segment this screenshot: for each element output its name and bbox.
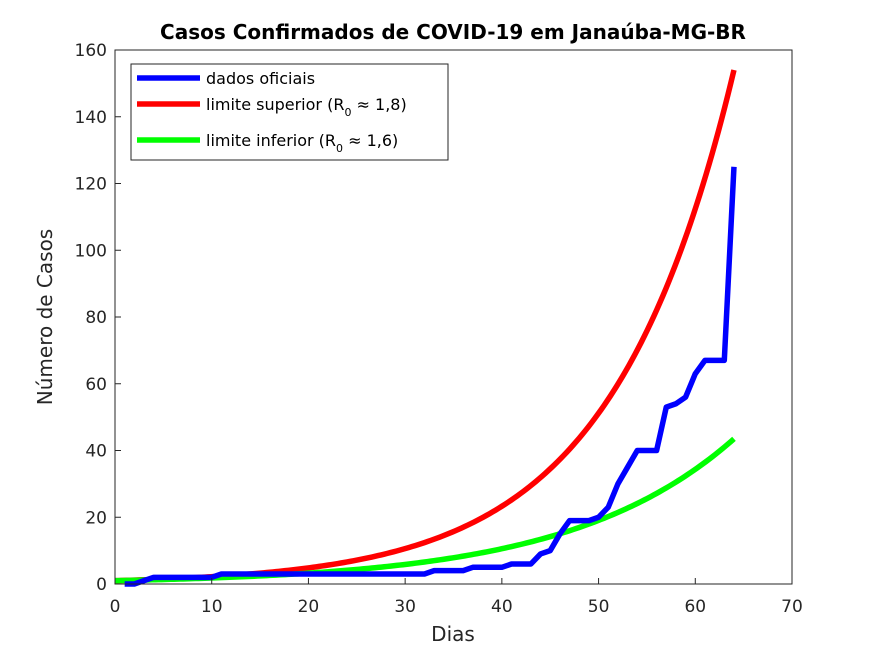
x-tick-label: 50 <box>588 597 610 617</box>
x-tick-label: 30 <box>394 597 416 617</box>
x-tick-label: 0 <box>110 597 121 617</box>
legend-name: limite inferior <box>206 131 314 150</box>
x-tick-label: 20 <box>298 597 320 617</box>
legend-name-subscript: 0 <box>336 142 343 155</box>
legend-name: dados oficiais <box>206 69 315 88</box>
x-tick-label: 60 <box>684 597 706 617</box>
x-axis-label: Dias <box>431 622 475 646</box>
y-tick-label: 20 <box>85 508 107 528</box>
x-tick-label: 40 <box>491 597 513 617</box>
legend-label-0: dados oficiais <box>206 69 315 88</box>
y-tick-label: 140 <box>75 108 107 128</box>
y-axis-label: Número de Casos <box>33 229 57 405</box>
legend-name-suffix: ≈ 1,8) <box>351 95 406 114</box>
legend-name-prefix: (R <box>322 95 344 114</box>
legend-label-1: limite superior (R0 ≈ 1,8) <box>206 95 407 119</box>
legend-name-suffix: ≈ 1,6) <box>343 131 398 150</box>
legend-name: limite superior <box>206 95 322 114</box>
series-layer <box>114 69 737 587</box>
legend-name-prefix: (R <box>314 131 336 150</box>
x-tick-label: 10 <box>201 597 223 617</box>
y-tick-label: 40 <box>85 442 107 462</box>
x-axis-ticks: 0 10 20 30 40 50 60 70 <box>110 578 803 617</box>
legend-name-subscript: 0 <box>344 106 351 119</box>
y-tick-label: 80 <box>85 308 107 328</box>
chart-title: Casos Confirmados de COVID-19 em Janaúba… <box>160 20 746 44</box>
y-axis-ticks: 0 20 40 60 80 100 120 140 160 <box>75 41 121 595</box>
y-tick-label: 0 <box>96 575 107 595</box>
series-line-0 <box>124 166 737 587</box>
y-tick-label: 60 <box>85 375 107 395</box>
x-tick-label: 70 <box>781 597 803 617</box>
y-tick-label: 160 <box>75 41 107 61</box>
legend-label-2: limite inferior (R0 ≈ 1,6) <box>206 131 398 155</box>
y-tick-label: 100 <box>75 241 107 261</box>
y-tick-label: 120 <box>75 175 107 195</box>
